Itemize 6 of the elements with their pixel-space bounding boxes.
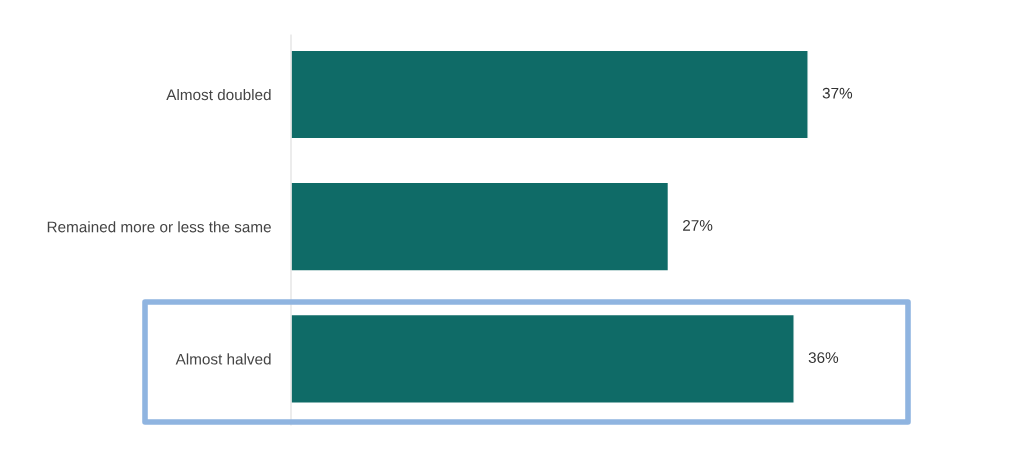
y-tick-label: Almost doubled: [166, 88, 271, 101]
y-tick-label: Almost halved: [175, 353, 271, 365]
y-tick-label: Remained more or less the same: [47, 221, 271, 233]
data-label: 27%: [683, 219, 713, 231]
data-label: 37%: [822, 87, 853, 99]
data-label: 36%: [808, 352, 839, 363]
